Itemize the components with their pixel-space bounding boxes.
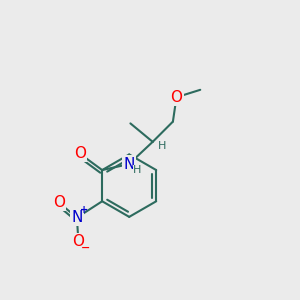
- Text: −: −: [81, 243, 91, 253]
- Text: H: H: [133, 165, 141, 175]
- Text: N: N: [123, 157, 135, 172]
- Text: O: O: [72, 234, 84, 249]
- Text: O: O: [53, 195, 65, 210]
- Text: H: H: [158, 141, 166, 151]
- Text: O: O: [170, 90, 182, 105]
- Text: O: O: [74, 146, 86, 161]
- Text: +: +: [80, 206, 88, 215]
- Text: N: N: [71, 210, 82, 225]
